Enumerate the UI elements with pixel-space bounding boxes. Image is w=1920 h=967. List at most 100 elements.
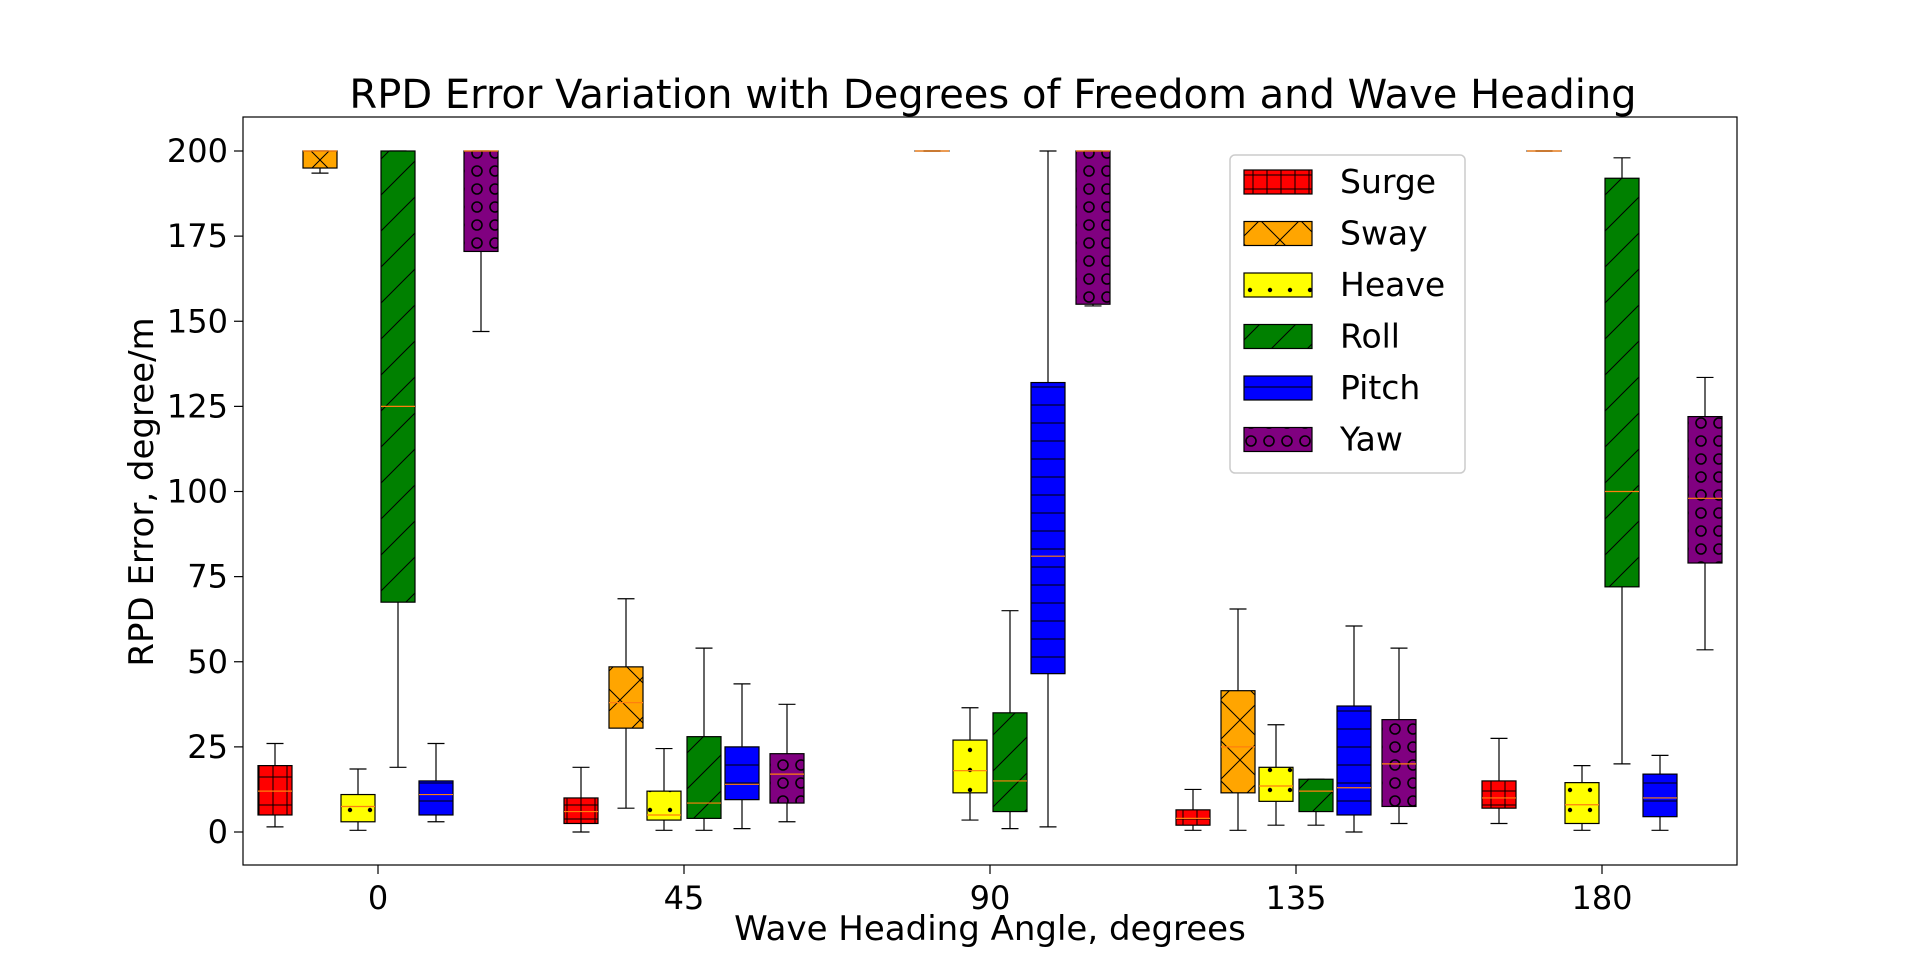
legend-swatch-hatch [1243, 272, 1313, 298]
x-tick-label: 0 [368, 879, 388, 917]
legend-label: Surge [1340, 162, 1436, 201]
box-hatch [1482, 780, 1516, 809]
box-outline [563, 797, 599, 825]
box-outline [1564, 782, 1600, 825]
box-outline [1030, 381, 1066, 675]
chart-title: RPD Error Variation with Degrees of Free… [349, 72, 1636, 118]
box-hatch [381, 151, 415, 603]
box-outline [1604, 177, 1640, 588]
box-outline [1258, 766, 1294, 802]
y-tick-label: 100 [167, 473, 228, 511]
box-hatch [1605, 178, 1639, 587]
box-outline [1298, 778, 1334, 813]
box-sway [608, 598, 644, 809]
box-pitch [1642, 754, 1678, 831]
box-hatch [564, 797, 598, 824]
legend-swatch-hatch [1243, 426, 1313, 453]
box-roll [1298, 778, 1334, 826]
box-hatch [725, 746, 759, 800]
x-axis-label: Wave Heading Angle, degrees [734, 909, 1246, 949]
box-hatch [464, 151, 498, 252]
legend-swatch-hatch [1243, 375, 1313, 401]
box-outline [1381, 719, 1417, 808]
box-hatch [1259, 767, 1293, 802]
box-heave [646, 747, 682, 831]
y-tick-label: 200 [167, 132, 228, 170]
legend-swatch-hatch [1243, 323, 1313, 350]
y-tick-label: 150 [167, 302, 228, 340]
box-yaw [769, 703, 805, 823]
box-hatch [1643, 774, 1677, 817]
box-hatch [1299, 779, 1333, 812]
legend-item-surge: Surge [1243, 162, 1436, 201]
box-hatch [419, 780, 453, 815]
x-tick-label: 45 [664, 879, 705, 917]
box-hatch [1337, 706, 1371, 815]
box-outline [686, 736, 722, 819]
box-hatch [647, 791, 681, 821]
legend-item-pitch: Pitch [1243, 368, 1420, 407]
box-pitch [1336, 625, 1372, 833]
box-hatch [1382, 719, 1416, 807]
box-pitch [1030, 150, 1066, 828]
box-hatch [303, 151, 337, 169]
y-axis: 0 25 50 75 100 125 150 175 200 [167, 132, 243, 851]
box-series-group [257, 150, 1723, 833]
box-yaw [1381, 647, 1417, 825]
box-hatch [1565, 782, 1599, 824]
box-roll [380, 150, 416, 768]
box-hatch [770, 753, 804, 804]
x-axis: 0 45 90 135 180 [368, 865, 1633, 917]
box-yaw [1687, 376, 1723, 651]
box-outline [992, 712, 1028, 813]
legend-item-heave: Heave [1243, 265, 1445, 304]
box-sway [302, 150, 338, 174]
box-roll [992, 610, 1028, 830]
box-sway [1220, 608, 1256, 831]
box-roll [686, 647, 722, 831]
legend: Surge Sway Heave Roll Pitch Yaw [1229, 154, 1466, 474]
legend-swatch-hatch [1243, 220, 1313, 247]
box-outline [340, 793, 376, 823]
box-outline [1336, 705, 1372, 816]
box-hatch [341, 794, 375, 822]
box-surge [1481, 737, 1517, 825]
box-outline [608, 666, 644, 729]
legend-item-sway: Sway [1243, 214, 1428, 253]
y-axis-label: RPD Error, degree/m [122, 317, 162, 666]
box-hatch [1031, 382, 1065, 674]
y-tick-label: 50 [187, 643, 228, 681]
box-outline [257, 765, 293, 816]
legend-swatch-hatch [1243, 169, 1313, 195]
x-tick-label: 90 [970, 879, 1011, 917]
box-heave [1564, 765, 1600, 831]
box-hatch [1221, 690, 1255, 793]
box-outline [1481, 780, 1517, 809]
y-tick-label: 25 [187, 728, 228, 766]
box-surge [563, 766, 599, 833]
y-tick-label: 125 [167, 387, 228, 425]
box-hatch [687, 736, 721, 819]
y-tick-label: 175 [167, 217, 228, 255]
box-pitch [724, 683, 760, 830]
box-hatch [993, 712, 1027, 812]
box-surge [257, 742, 293, 828]
box-roll [1604, 157, 1640, 765]
box-yaw [463, 150, 499, 333]
legend-label: Roll [1340, 317, 1400, 356]
box-outline [1220, 690, 1256, 794]
box-yaw [1075, 150, 1111, 307]
box-heave [952, 707, 988, 821]
legend-item-yaw: Yaw [1243, 420, 1403, 459]
box-outline [646, 790, 682, 821]
y-tick-label: 75 [187, 558, 228, 596]
box-outline [1175, 809, 1211, 826]
box-heave [1258, 724, 1294, 826]
box-outline [1642, 773, 1678, 818]
legend-label: Heave [1340, 265, 1445, 304]
x-tick-label: 180 [1571, 879, 1632, 917]
box-outline [724, 746, 760, 801]
legend-label: Pitch [1340, 368, 1420, 407]
box-pitch [418, 742, 454, 823]
